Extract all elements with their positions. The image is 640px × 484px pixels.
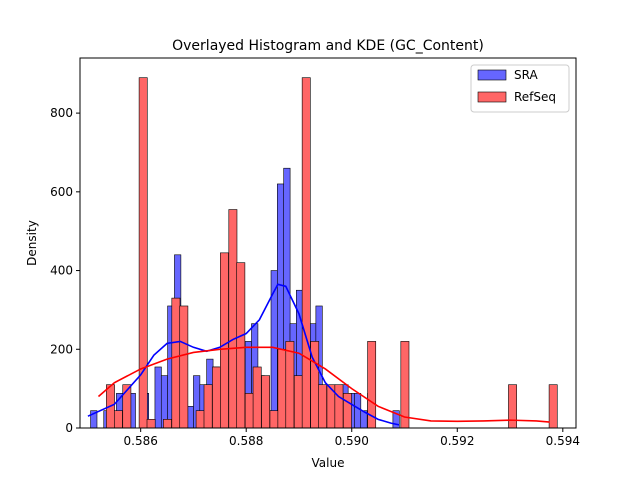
refseq-bar [277,348,287,429]
x-tick-label: 0.594 [546,434,580,448]
refseq-bar [334,384,344,429]
chart-title: Overlayed Histogram and KDE (GC_Content) [172,38,484,54]
legend-swatch-sra [477,69,507,81]
refseq-bar [113,410,123,429]
x-tick-label: 0.592 [440,434,474,448]
refseq-bar [195,410,205,429]
legend: SRA RefSeq [470,64,570,113]
x-tick-label: 0.586 [124,434,158,448]
y-tick-label: 0 [65,421,73,435]
refseq-bar [236,262,246,429]
plot-frame [79,57,577,429]
y-tick-label: 200 [50,342,73,356]
y-tick-label: 600 [50,185,73,199]
x-axis-label: Value [312,456,345,470]
refseq-bar [285,341,295,429]
refseq-bar [203,384,213,429]
sra-bar [354,393,362,429]
refseq-bar [343,393,352,429]
x-tick-label: 0.590 [335,434,369,448]
refseq-bar [548,384,558,429]
refseq-bar [179,305,189,429]
refseq-bar [400,341,410,429]
y-tick-label: 400 [50,264,73,278]
refseq-bars [106,77,558,429]
refseq-bar [508,384,517,429]
legend-label-refseq: RefSeq [514,90,556,104]
refseq-bar [252,366,262,429]
x-axis-ticks: 0.586 0.588 0.590 0.592 0.594 [124,428,580,448]
refseq-bar [171,297,181,429]
refseq-bar [220,252,229,429]
refseq-bar [269,410,279,429]
sra-bar [154,366,162,429]
kde-lines [87,283,550,426]
sra-kde-line [87,283,400,426]
y-tick-label: 800 [50,106,73,120]
y-axis-label: Density [25,220,39,266]
refseq-bar [318,384,327,429]
refseq-bar [244,393,254,429]
refseq-bar [212,366,221,429]
refseq-bar [261,375,270,429]
refseq-bar [163,419,172,429]
refseq-bar [293,375,303,429]
y-axis-ticks: 0 200 400 600 800 [50,106,80,435]
refseq-kde-line [97,346,550,423]
legend-swatch-refseq [477,91,507,103]
refseq-bar [146,419,156,429]
x-tick-label: 0.588 [229,434,263,448]
legend-label-sra: SRA [514,68,538,82]
refseq-bar [301,77,311,429]
refseq-bar [228,209,238,429]
